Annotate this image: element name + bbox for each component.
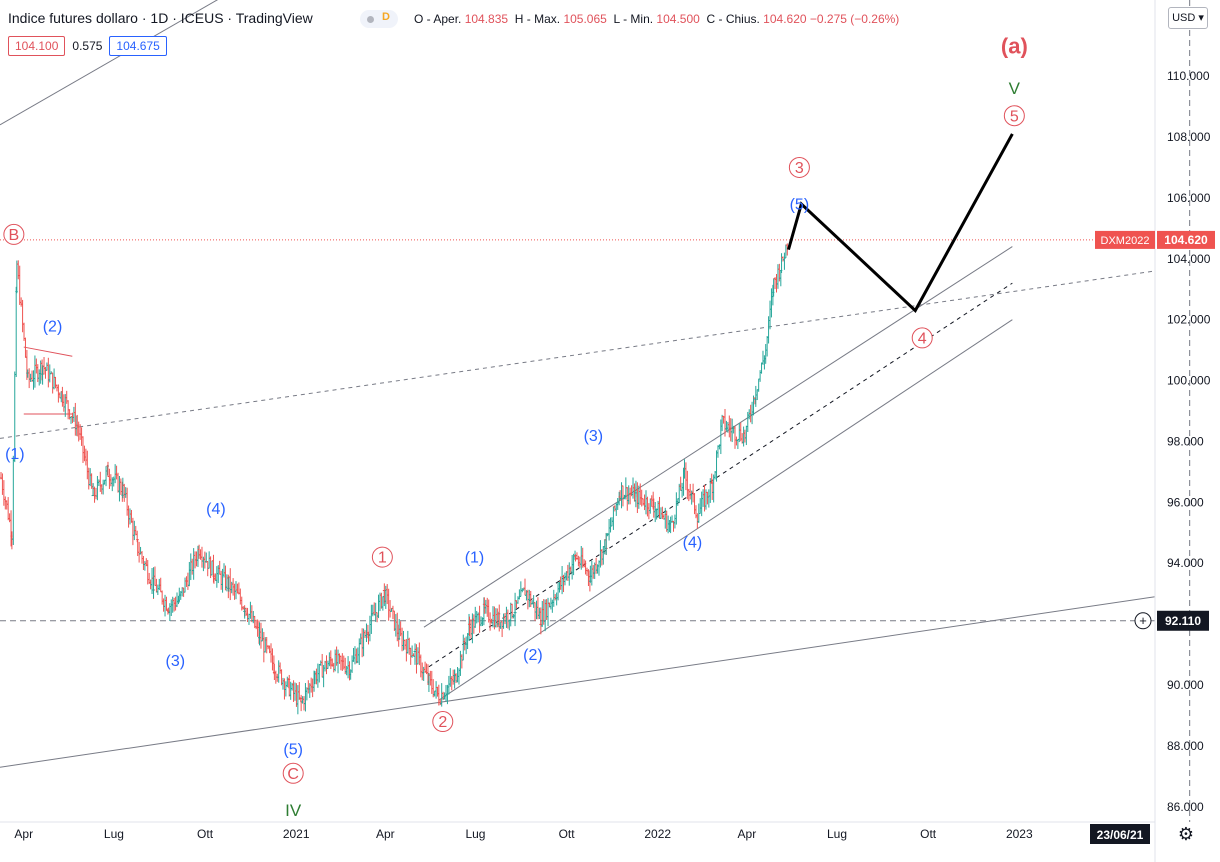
y-tick-label: 100.000	[1167, 374, 1211, 388]
median-line	[0, 270, 1156, 439]
status-badge[interactable]: D	[360, 10, 398, 28]
x-tick-label: Apr	[738, 827, 757, 841]
wave-labels: (a) V 5 3 (5) 4 B (2) (1) (4) (3) (5) C IV 1 (1) 2 (2) (3)…	[3, 33, 1028, 820]
data-delay-badge: D	[382, 11, 390, 23]
x-tick-label: Apr	[14, 827, 33, 841]
wave-label-circle	[371, 546, 393, 568]
y-tick-label: 104.000	[1167, 252, 1211, 266]
wave-label: (2)	[43, 318, 63, 335]
close-label: C - Chius.	[706, 12, 760, 26]
buy-button[interactable]: 104.675	[109, 36, 167, 56]
wave-label: 3	[795, 160, 804, 177]
x-tick-label: 2022	[644, 827, 671, 841]
x-tick-label: Apr	[376, 827, 395, 841]
wave-label: (3)	[166, 653, 186, 670]
y-tick-label: 88.000	[1167, 739, 1204, 753]
y-tick-label: 108.000	[1167, 130, 1211, 144]
sell-button[interactable]: 104.100	[8, 36, 66, 56]
wave-label: (5)	[790, 197, 810, 214]
ohlc-readout: O - Aper. 104.835 H - Max. 105.065 L - M…	[414, 12, 899, 26]
currency-selector[interactable]: USD ▾	[1168, 7, 1208, 29]
x-tick-label: Ott	[559, 827, 576, 841]
crosshair-date-label: 23/06/21	[1097, 828, 1144, 842]
plus-icon	[1134, 612, 1152, 630]
wave-label: IV	[285, 801, 302, 820]
y-tick-label: 98.000	[1167, 434, 1204, 448]
status-dot-icon	[367, 16, 374, 23]
change-value: −0.275 (−0.26%)	[809, 12, 900, 26]
close-value: 104.620	[763, 12, 807, 26]
wave-label-circle	[788, 156, 810, 178]
wave-label: 4	[918, 331, 927, 348]
currency-label: USD	[1172, 12, 1196, 24]
y-tick-label: 102.000	[1167, 313, 1211, 327]
wave-label: (1)	[465, 550, 485, 567]
wave-label: (2)	[523, 647, 543, 664]
wave-label: C	[287, 766, 299, 783]
open-label: O - Aper.	[414, 12, 462, 26]
x-tick-label: Lug	[827, 827, 847, 841]
wave-label: 2	[438, 714, 447, 731]
high-label: H - Max.	[514, 12, 561, 26]
projection-path	[787, 133, 1014, 313]
channel-lower	[438, 319, 1013, 701]
wave-label: (5)	[283, 742, 303, 759]
crosshair-date-tag	[1090, 824, 1150, 844]
wave-label-circle	[3, 223, 25, 245]
trend-lines	[0, 0, 1191, 822]
wave-label: V	[1009, 79, 1021, 98]
x-tick-label: Lug	[465, 827, 485, 841]
wave-label: (4)	[683, 535, 703, 552]
wave-label-circle	[282, 762, 304, 784]
y-tick-label: 106.000	[1167, 191, 1211, 205]
gear-icon[interactable]: ⚙	[1177, 824, 1195, 844]
spread-value: 0.575	[72, 39, 103, 53]
wave-label-circle	[911, 327, 933, 349]
high-value: 105.065	[563, 12, 607, 26]
x-tick-label: 2021	[283, 827, 310, 841]
x-tick-label: Ott	[197, 827, 214, 841]
y-tick-label: 90.000	[1167, 678, 1204, 692]
x-tick-label: Lug	[104, 827, 124, 841]
plus-icon-glyph: +	[1139, 613, 1147, 628]
crosshair-price-tag	[1157, 610, 1209, 631]
low-label: L - Min.	[613, 12, 654, 26]
symbol-tag	[1095, 230, 1155, 249]
y-tick-label: 94.000	[1167, 556, 1204, 570]
wave-label: (a)	[1001, 33, 1028, 58]
projection-line	[787, 133, 1014, 313]
wave-label: B	[9, 227, 20, 244]
y-tick-label: 96.000	[1167, 495, 1204, 509]
chevron-down-icon: ▾	[1198, 12, 1204, 24]
x-tick-label: 2023	[1006, 827, 1033, 841]
crosshair-price-label: 92.110	[1165, 614, 1201, 628]
bid-ask-row: 104.100 0.575 104.675	[8, 36, 167, 56]
wave-label: (1)	[5, 446, 25, 463]
wave-label-circle	[1003, 105, 1025, 127]
wave-label: (3)	[584, 428, 604, 445]
triangle-top-line	[23, 346, 73, 357]
open-value: 104.835	[464, 12, 509, 26]
last-price-tag	[1157, 230, 1215, 249]
wave-label-circle	[432, 711, 454, 733]
x-tick-label: Ott	[920, 827, 937, 841]
chart-title: Indice futures dollaro · 1D · ICEUS · Tr…	[8, 10, 313, 26]
last-price-tag-label: 104.620	[1164, 233, 1208, 247]
y-tick-label: 86.000	[1167, 800, 1204, 814]
low-value: 104.500	[656, 12, 700, 26]
wave-label: 5	[1010, 108, 1019, 125]
symbol-tag-label: DXM2022	[1101, 235, 1150, 247]
wave-label: 1	[378, 550, 387, 567]
y-tick-label: 110.000	[1167, 69, 1210, 83]
price-bars	[0, 243, 789, 715]
wave-label: (4)	[206, 501, 226, 518]
lower-trendline	[0, 596, 1156, 768]
